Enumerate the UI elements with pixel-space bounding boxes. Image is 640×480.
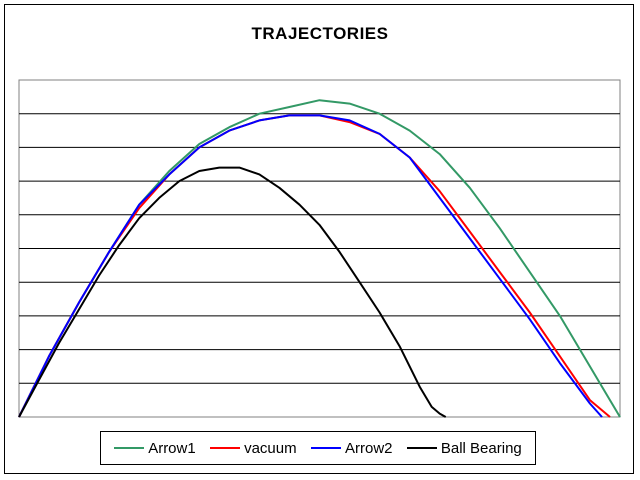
legend-swatch-arrow1 bbox=[114, 447, 145, 449]
legend-item-ball-bearing: Ball Bearing bbox=[406, 439, 522, 457]
legend-swatch-ball-bearing bbox=[406, 447, 437, 449]
legend-item-arrow2: Arrow2 bbox=[310, 439, 393, 457]
legend-label-arrow2: Arrow2 bbox=[344, 439, 393, 457]
legend-label-vacuum: vacuum bbox=[244, 439, 297, 457]
legend-item-vacuum: vacuum bbox=[210, 440, 297, 457]
legend-label-ball-bearing: Ball Bearing bbox=[440, 439, 522, 457]
series-line-ball-bearing bbox=[18, 166, 447, 418]
legend-item-arrow1: Arrow1 bbox=[114, 440, 196, 457]
series-line-arrow2 bbox=[18, 114, 603, 418]
legend: Arrow1 vacuum Arrow2 Ball Bearing bbox=[100, 431, 536, 465]
legend-swatch-arrow2 bbox=[310, 447, 341, 449]
chart-title: TRAJECTORIES bbox=[251, 24, 389, 43]
legend-swatch-vacuum bbox=[210, 447, 241, 449]
legend-label-arrow1: Arrow1 bbox=[148, 439, 196, 457]
